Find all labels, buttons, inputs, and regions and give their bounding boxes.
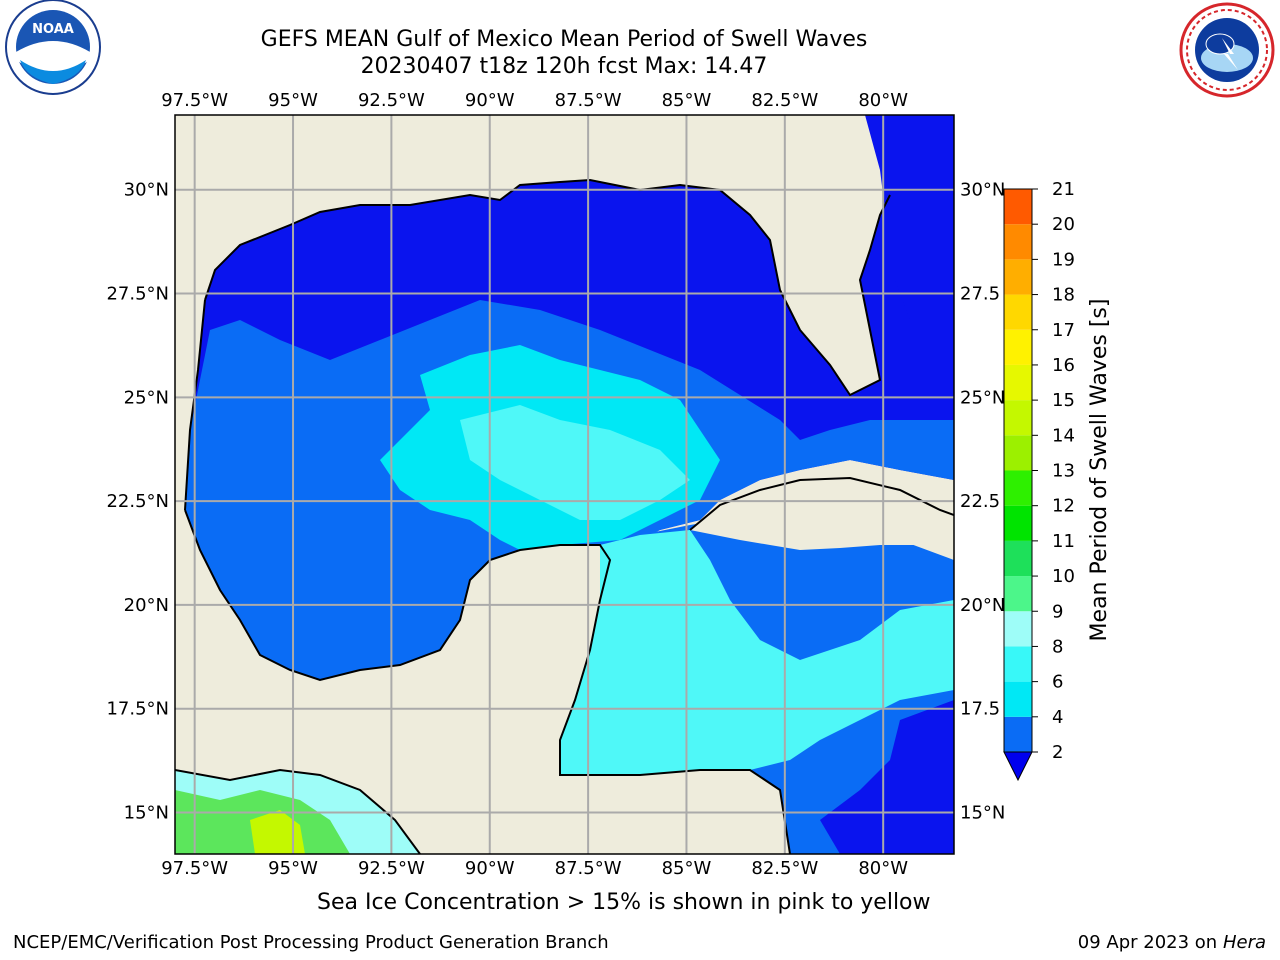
colorbar-tick-label: 15 bbox=[1052, 390, 1075, 411]
map-frame bbox=[174, 114, 955, 855]
colorbar-tick-label: 14 bbox=[1052, 425, 1075, 446]
y-tick-label-left: 25°N bbox=[124, 387, 169, 408]
colorbar-tick-label: 9 bbox=[1052, 601, 1063, 622]
cuba bbox=[690, 478, 954, 560]
x-tick-label-bottom: 82.5°W bbox=[751, 858, 818, 879]
colorbar: 2 4 6 8 9 10 11 12 13 14 15 16 17 18 19 20 21 bbox=[1003, 179, 1075, 782]
pacific-yellow-region bbox=[250, 810, 305, 854]
y-tick-label-right: 15°N bbox=[960, 802, 1005, 823]
colorbar-tick-label: 11 bbox=[1052, 531, 1075, 552]
colorbar-bin bbox=[1004, 435, 1032, 471]
colorbar-under-triangle bbox=[1003, 751, 1033, 782]
colorbar-bin bbox=[1004, 576, 1032, 612]
noaa-logo-text: NOAA bbox=[32, 22, 74, 37]
atlantic-region bbox=[865, 115, 954, 320]
date-text: 09 Apr 2023 on Hera bbox=[1078, 932, 1266, 953]
colorbar-tick-label: 8 bbox=[1052, 636, 1063, 657]
x-tick-label-top: 87.5°W bbox=[555, 90, 622, 111]
colorbar-bin bbox=[1004, 681, 1032, 717]
colorbar-tick-label: 20 bbox=[1052, 214, 1075, 235]
colorbar-tick-label: 21 bbox=[1052, 179, 1075, 200]
x-tick-label-bottom: 95°W bbox=[268, 858, 318, 879]
colorbar-tick-label: 6 bbox=[1052, 672, 1063, 693]
machine-name: Hera bbox=[1222, 932, 1266, 953]
colorbar-bin bbox=[1004, 224, 1032, 260]
y-ticks-right: 15°N 17.5 20°N 22.5 25°N 27.5 30°N bbox=[960, 180, 1005, 824]
x-tick-label-top: 97.5°W bbox=[161, 90, 228, 111]
colorbar-tick-label: 18 bbox=[1052, 285, 1075, 306]
colorbar-tick-label: 4 bbox=[1052, 707, 1063, 728]
gulf-light-cyan-region bbox=[460, 405, 690, 520]
colorbar-bin bbox=[1004, 611, 1032, 647]
colorbar-bin bbox=[1004, 294, 1032, 330]
x-tick-label-bottom: 80°W bbox=[858, 858, 908, 879]
date-value: 09 Apr 2023 on bbox=[1077, 932, 1218, 953]
y-ticks-left: 15°N 17.5°N 20°N 22.5°N 25°N 27.5°N 30°N bbox=[106, 180, 169, 824]
x-tick-label-top: 92.5°W bbox=[358, 90, 425, 111]
caribbean-light-region bbox=[560, 530, 954, 775]
colorbar-bin bbox=[1004, 646, 1032, 682]
y-tick-label-left: 15°N bbox=[124, 802, 169, 823]
colorbar-bin bbox=[1004, 716, 1032, 752]
x-tick-label-top: 80°W bbox=[858, 90, 908, 111]
colorbar-tick-label: 12 bbox=[1052, 496, 1075, 517]
colorbar-tick-label: 2 bbox=[1052, 742, 1063, 763]
colorbar-tick-label: 10 bbox=[1052, 566, 1075, 587]
y-tick-label-left: 22.5°N bbox=[106, 491, 169, 512]
x-ticks-bottom: 97.5°W 95°W 92.5°W 90°W 87.5°W 85°W 82.5°W 80°W bbox=[161, 858, 908, 879]
x-tick-label-top: 82.5°W bbox=[751, 90, 818, 111]
colorbar-tick-label: 17 bbox=[1052, 320, 1075, 341]
x-tick-label-top: 85°W bbox=[662, 90, 712, 111]
y-tick-label-left: 17.5°N bbox=[106, 699, 169, 720]
x-tick-label-top: 95°W bbox=[268, 90, 318, 111]
x-ticks-top: 97.5°W 95°W 92.5°W 90°W 87.5°W 85°W 82.5°W 80°W bbox=[161, 90, 908, 111]
colorbar-tick-label: 19 bbox=[1052, 249, 1075, 270]
caribbean-deep-region bbox=[820, 700, 954, 854]
colorbar-bin bbox=[1004, 400, 1032, 436]
chart-subtitle: 20230407 t18z 120h fcst Max: 14.47 bbox=[360, 54, 768, 79]
y-tick-label-right: 17.5 bbox=[960, 699, 1000, 720]
colorbar-bin bbox=[1004, 259, 1032, 295]
x-tick-label-top: 90°W bbox=[465, 90, 515, 111]
colorbar-bin bbox=[1004, 540, 1032, 577]
map-area bbox=[175, 115, 954, 854]
x-tick-label-bottom: 90°W bbox=[465, 858, 515, 879]
y-tick-label-left: 27.5°N bbox=[106, 284, 169, 305]
y-tick-label-right: 20°N bbox=[960, 595, 1005, 616]
colorbar-tick-label: 16 bbox=[1052, 355, 1075, 376]
colorbar-bin bbox=[1004, 329, 1032, 365]
chart-title: GEFS MEAN Gulf of Mexico Mean Period of … bbox=[260, 27, 868, 52]
gridlines bbox=[175, 115, 954, 854]
y-tick-label-left: 30°N bbox=[124, 180, 169, 201]
sea-ice-note: Sea Ice Concentration > 15% is shown in … bbox=[317, 890, 931, 915]
colorbar-label: Mean Period of Swell Waves [s] bbox=[1087, 299, 1112, 642]
y-tick-label-left: 20°N bbox=[124, 595, 169, 616]
y-tick-label-right: 22.5 bbox=[960, 491, 1000, 512]
colorbar-bin bbox=[1004, 364, 1032, 401]
x-tick-label-bottom: 97.5°W bbox=[161, 858, 228, 879]
colorbar-bin bbox=[1004, 505, 1032, 541]
x-tick-label-bottom: 85°W bbox=[662, 858, 712, 879]
x-tick-label-bottom: 87.5°W bbox=[555, 858, 622, 879]
y-tick-label-right: 30°N bbox=[960, 180, 1005, 201]
x-tick-label-bottom: 92.5°W bbox=[358, 858, 425, 879]
colorbar-bin bbox=[1004, 189, 1032, 225]
credit-text: NCEP/EMC/Verification Post Processing Pr… bbox=[13, 932, 609, 953]
colorbar-bin bbox=[1004, 470, 1032, 506]
colorbar-tick-label: 13 bbox=[1052, 461, 1075, 482]
nws-logo bbox=[1179, 2, 1275, 98]
y-tick-label-right: 25°N bbox=[960, 387, 1005, 408]
y-tick-label-right: 27.5 bbox=[960, 284, 1000, 305]
noaa-logo: NOAA bbox=[5, 0, 101, 95]
